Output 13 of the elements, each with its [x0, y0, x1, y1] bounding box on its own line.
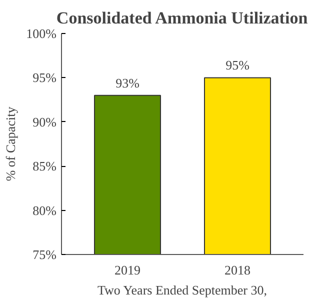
data-label: 93% — [116, 75, 140, 90]
y-tick-label: 95% — [32, 70, 57, 86]
data-label: 95% — [226, 58, 250, 73]
y-tick-label: 80% — [32, 202, 57, 218]
chart-title: Consolidated Ammonia Utilization — [56, 8, 308, 28]
x-tick-label: 2018 — [224, 262, 250, 278]
x-tick-label: 2019 — [114, 262, 140, 278]
x-axis-title: Two Years Ended September 30, — [98, 282, 268, 298]
y-tick-label: 75% — [32, 247, 57, 262]
y-tick-label: 85% — [32, 158, 57, 174]
y-tick-label: 90% — [32, 114, 57, 130]
y-axis-title: % of Capacity — [3, 106, 18, 182]
y-tick-label: 100% — [26, 26, 57, 41]
